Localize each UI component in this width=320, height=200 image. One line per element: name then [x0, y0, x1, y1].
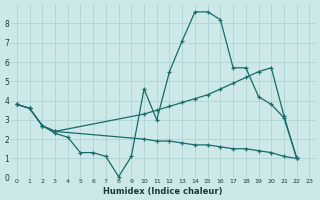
X-axis label: Humidex (Indice chaleur): Humidex (Indice chaleur)	[103, 187, 223, 196]
